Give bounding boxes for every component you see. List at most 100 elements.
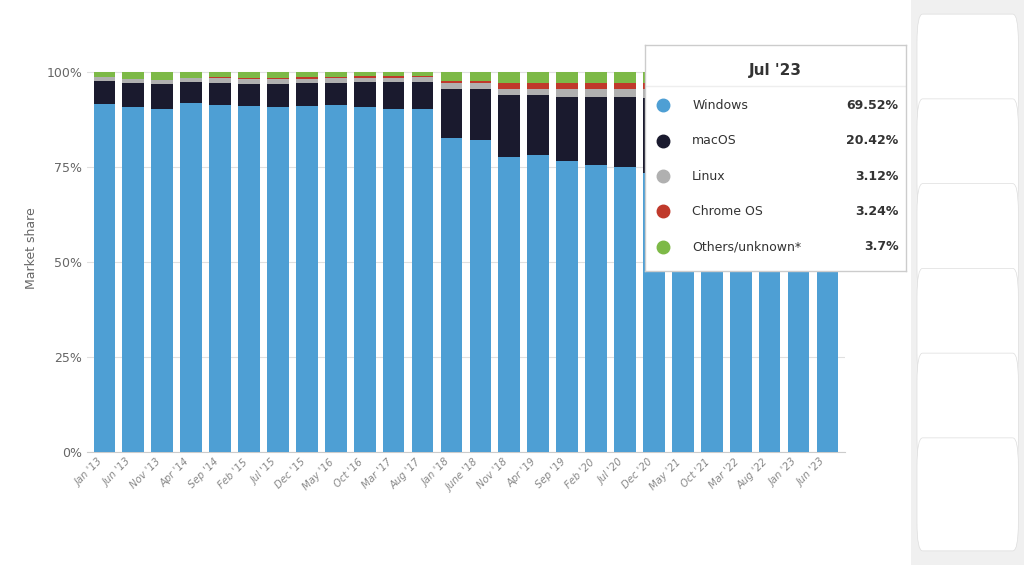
Bar (787, 72, 809, 86)
Bar (239, 106, 260, 452)
Bar (440, 138, 462, 452)
Bar (614, 83, 636, 89)
Text: Jul '23: Jul '23 (750, 63, 802, 79)
Bar (643, 72, 665, 83)
Bar (123, 72, 144, 79)
Bar (296, 106, 317, 452)
Bar (700, 83, 723, 89)
Bar (556, 83, 578, 89)
Bar (325, 72, 346, 77)
Bar (440, 89, 462, 138)
Bar (816, 110, 839, 188)
Bar (700, 72, 723, 83)
Bar (325, 77, 346, 79)
Bar (759, 102, 780, 180)
Text: 20.42%: 20.42% (846, 134, 898, 147)
Bar (209, 72, 231, 77)
Bar (354, 78, 376, 82)
Bar (556, 161, 578, 452)
Bar (267, 84, 289, 107)
Bar (239, 79, 260, 84)
Bar (816, 72, 839, 86)
Bar (123, 83, 144, 107)
Bar (787, 182, 809, 452)
Bar (499, 89, 520, 94)
Text: Windows: Windows (692, 99, 748, 112)
Bar (383, 72, 404, 76)
Bar (672, 89, 693, 98)
Bar (527, 94, 549, 155)
Text: Chrome OS: Chrome OS (692, 205, 763, 218)
Bar (296, 72, 317, 77)
Bar (527, 155, 549, 452)
Bar (614, 72, 636, 83)
Bar (440, 81, 462, 83)
Bar (643, 98, 665, 172)
Bar (180, 72, 202, 77)
Bar (239, 77, 260, 79)
Bar (470, 81, 492, 83)
Text: 69.52%: 69.52% (847, 99, 898, 112)
Bar (93, 72, 116, 77)
Text: Others/unknown*: Others/unknown* (692, 240, 801, 253)
Bar (412, 77, 433, 82)
Bar (614, 167, 636, 452)
FancyBboxPatch shape (918, 99, 1018, 212)
Bar (787, 86, 809, 95)
Bar (383, 76, 404, 77)
Bar (209, 105, 231, 452)
Bar (527, 83, 549, 89)
Bar (296, 77, 317, 79)
Bar (267, 107, 289, 452)
Bar (152, 72, 173, 80)
Bar (586, 89, 607, 97)
Bar (296, 83, 317, 106)
Bar (93, 81, 116, 104)
Bar (470, 89, 492, 140)
Bar (209, 77, 231, 79)
Bar (383, 82, 404, 108)
Bar (470, 72, 492, 81)
Bar (643, 172, 665, 452)
Text: 3.7%: 3.7% (864, 240, 898, 253)
Bar (499, 94, 520, 158)
Bar (383, 108, 404, 452)
Bar (209, 79, 231, 83)
Bar (440, 83, 462, 89)
Bar (152, 84, 173, 109)
Bar (440, 72, 462, 81)
Bar (700, 172, 723, 452)
Bar (759, 92, 780, 102)
Bar (700, 89, 723, 98)
Bar (354, 82, 376, 107)
Bar (787, 95, 809, 106)
Bar (527, 89, 549, 94)
Bar (730, 101, 752, 176)
Bar (93, 77, 116, 81)
Bar (267, 72, 289, 77)
Bar (412, 76, 433, 77)
Bar (180, 103, 202, 452)
Bar (759, 72, 780, 82)
Bar (614, 97, 636, 167)
Bar (354, 107, 376, 452)
Bar (239, 84, 260, 106)
Text: 3.24%: 3.24% (855, 205, 898, 218)
Text: Linux: Linux (692, 170, 726, 182)
FancyBboxPatch shape (918, 438, 1018, 551)
Bar (672, 72, 693, 83)
Text: 3.12%: 3.12% (855, 170, 898, 182)
Bar (816, 188, 839, 452)
Bar (586, 83, 607, 89)
Bar (759, 82, 780, 92)
Bar (180, 82, 202, 103)
Bar (123, 107, 144, 452)
Bar (787, 106, 809, 182)
Bar (152, 80, 173, 84)
Bar (527, 72, 549, 83)
Bar (470, 83, 492, 89)
Y-axis label: Market share: Market share (25, 208, 38, 289)
Bar (93, 104, 116, 452)
Bar (816, 98, 839, 110)
Bar (672, 98, 693, 175)
